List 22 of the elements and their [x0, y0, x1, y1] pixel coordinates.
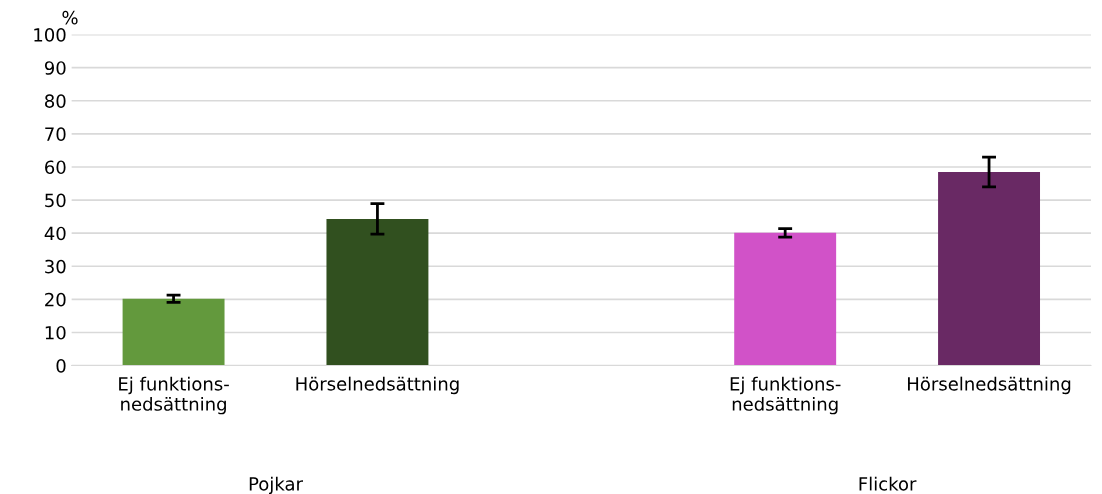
y-tick-label: 30: [45, 259, 66, 274]
y-tick-label: 90: [44, 61, 66, 75]
y-tick-label: 80: [45, 94, 66, 108]
bar: [122, 298, 225, 366]
y-tick-label: 20: [45, 292, 66, 307]
bar: [938, 171, 1041, 366]
y-tick-label: 70: [45, 127, 66, 141]
y-tick-label: 100: [34, 28, 66, 42]
y-tick-label: 10: [45, 325, 66, 340]
y-tick-label: 60: [45, 160, 66, 175]
bar: [734, 232, 837, 366]
y-axis-title: %: [62, 10, 78, 25]
bar: [326, 218, 429, 366]
x-tick-label: Ej funktions- nedsättning: [730, 376, 841, 415]
x-tick-label: Hörselnedsättning: [296, 376, 459, 395]
x-tick-label: Ej funktions- nedsättning: [119, 376, 229, 415]
y-tick-label: 40: [44, 226, 66, 241]
text: Flickor: [859, 476, 917, 491]
x-tick-label: Hörselnedsättning: [908, 376, 1071, 395]
y-tick-label: 0: [56, 359, 66, 373]
text: Pojkar: [249, 476, 303, 494]
y-tick-label: 50: [45, 193, 66, 208]
